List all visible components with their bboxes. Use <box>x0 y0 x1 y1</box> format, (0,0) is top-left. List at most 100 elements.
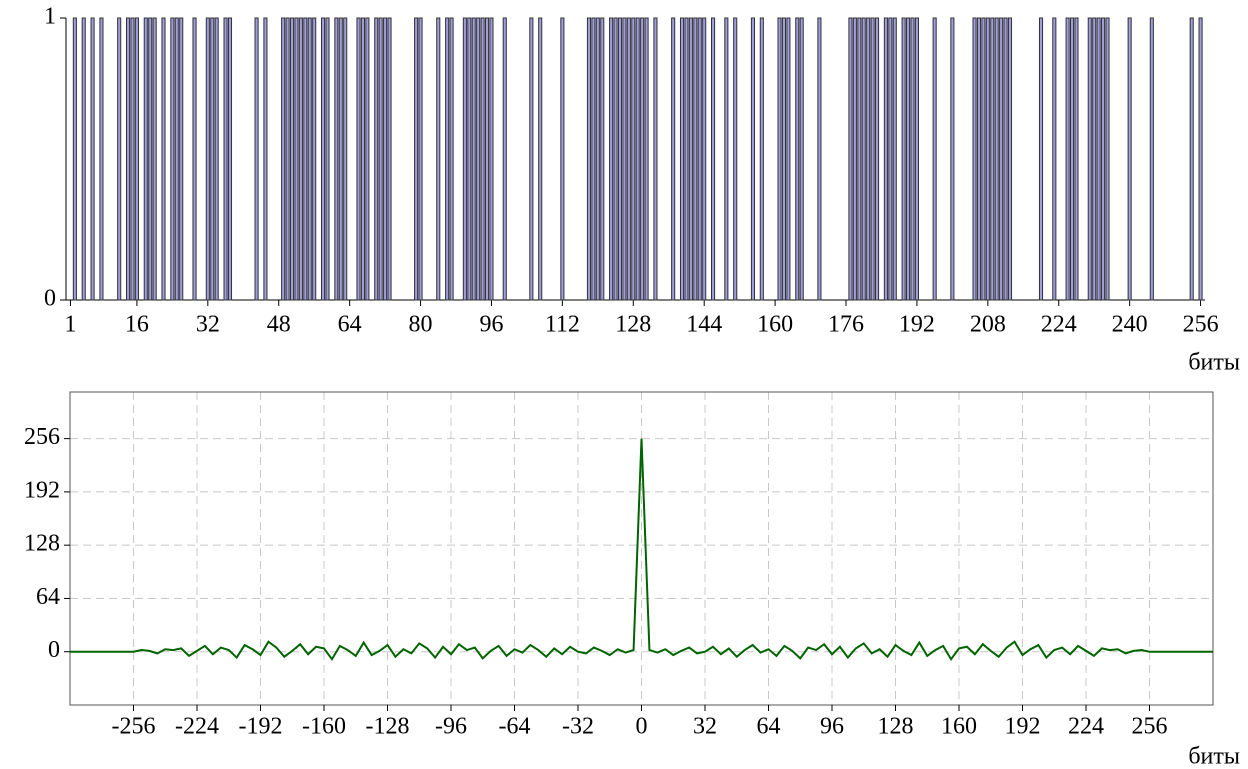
bar <box>462 17 467 301</box>
bar <box>1198 17 1203 301</box>
bar <box>307 17 312 301</box>
bar <box>320 17 326 301</box>
x-tick-label: 80 <box>409 312 433 338</box>
bar <box>631 17 636 301</box>
x-tick-label: 256 <box>1183 312 1219 338</box>
bar <box>711 17 716 301</box>
bar <box>914 17 919 301</box>
bar <box>1096 17 1101 301</box>
bar <box>325 17 330 301</box>
bar <box>1101 17 1106 301</box>
bar <box>777 17 782 301</box>
bar <box>874 17 880 301</box>
bar <box>976 17 982 301</box>
bar <box>870 17 875 301</box>
x-tick-label: -96 <box>435 714 467 740</box>
bar <box>1003 17 1008 301</box>
bar <box>214 17 219 301</box>
bar <box>560 17 565 301</box>
bar <box>591 17 596 301</box>
y-tick-label: 0 <box>44 286 56 312</box>
bar <box>688 17 693 301</box>
x-tick-label: 160 <box>757 312 793 338</box>
bar <box>90 17 95 301</box>
x-tick-label: 208 <box>970 312 1006 338</box>
bar <box>733 17 738 301</box>
bar <box>693 17 698 301</box>
bar <box>210 17 215 301</box>
bar <box>223 17 228 301</box>
y-tick-label: 128 <box>24 531 60 557</box>
bar <box>285 17 290 301</box>
x-tick-label: 64 <box>757 714 781 740</box>
x-tick-label: -192 <box>239 714 283 740</box>
line <box>70 438 1213 662</box>
bar <box>192 17 197 301</box>
x-tick-label: 160 <box>941 714 977 740</box>
x-tick-label: 144 <box>686 312 722 338</box>
bar <box>125 17 131 301</box>
subplot: -256 -224 -192 -160 -128 -96 -64 -32 0 32 64 96 128 1… <box>24 391 1240 769</box>
bar <box>117 17 122 301</box>
bar <box>161 17 166 301</box>
bar <box>387 17 392 301</box>
bar <box>1149 17 1154 301</box>
bar <box>476 17 481 301</box>
bar <box>1105 17 1110 301</box>
y-tick-label: 64 <box>36 584 60 610</box>
x-tick-label: 0 <box>636 714 648 740</box>
bar <box>134 17 139 301</box>
bar <box>484 17 490 301</box>
bar <box>990 17 995 301</box>
bar <box>702 17 707 301</box>
bar <box>950 17 955 301</box>
bar <box>143 17 148 301</box>
bar <box>888 17 893 301</box>
bar <box>174 17 179 301</box>
bar <box>445 17 450 301</box>
y-tick-label: 256 <box>24 424 60 450</box>
x-tick-label: 64 <box>338 312 362 338</box>
x-tick-label: 96 <box>820 714 844 740</box>
bar <box>906 17 911 301</box>
bar <box>892 17 897 301</box>
bar <box>781 17 787 301</box>
bar <box>227 17 233 301</box>
bar <box>653 17 658 301</box>
bar <box>684 17 689 301</box>
bar <box>883 17 888 301</box>
x-tick-label: -256 <box>112 714 156 740</box>
x-tick-label: 224 <box>1041 312 1077 338</box>
bar <box>679 17 685 301</box>
x-axis-label: биты <box>1188 744 1240 769</box>
bar <box>254 17 259 301</box>
bar <box>613 17 618 301</box>
bar <box>786 17 791 301</box>
x-tick-label: 128 <box>878 714 914 740</box>
bar <box>724 17 729 301</box>
bar <box>1065 17 1070 301</box>
bar <box>600 17 605 301</box>
bar <box>480 17 485 301</box>
x-tick-label: -32 <box>562 714 594 740</box>
bar <box>972 17 977 301</box>
x-tick-label: 192 <box>1005 714 1041 740</box>
bar <box>609 17 614 301</box>
x-tick-label: 240 <box>1112 312 1148 338</box>
bar <box>644 17 649 301</box>
bar <box>817 17 822 301</box>
bar <box>857 17 862 301</box>
x-tick-label: -224 <box>175 714 219 740</box>
x-tick-label: 256 <box>1132 714 1168 740</box>
bar <box>932 17 937 301</box>
bar <box>617 17 623 301</box>
y-tick-label: 0 <box>48 637 60 663</box>
bar <box>414 17 419 301</box>
bar <box>626 17 631 301</box>
bar <box>298 17 303 301</box>
x-tick-label: 32 <box>196 312 220 338</box>
bar <box>152 17 157 301</box>
bar <box>635 17 640 301</box>
bar <box>595 17 600 301</box>
